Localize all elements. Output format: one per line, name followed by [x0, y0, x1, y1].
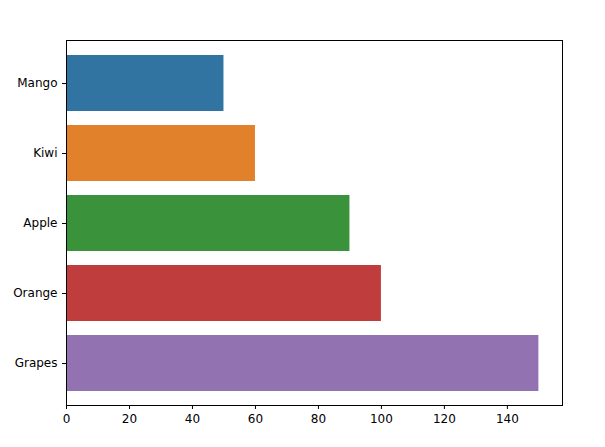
svg-text:20: 20 — [122, 412, 137, 426]
svg-text:Kiwi: Kiwi — [33, 146, 57, 160]
svg-text:Mango: Mango — [17, 76, 57, 90]
svg-text:0: 0 — [63, 412, 71, 426]
svg-text:120: 120 — [433, 412, 456, 426]
svg-text:Orange: Orange — [13, 286, 57, 300]
svg-text:Grapes: Grapes — [15, 356, 58, 370]
svg-text:Apple: Apple — [23, 216, 57, 230]
svg-text:140: 140 — [496, 412, 519, 426]
svg-text:100: 100 — [370, 412, 393, 426]
svg-text:60: 60 — [248, 412, 263, 426]
svg-text:40: 40 — [185, 412, 200, 426]
svg-text:80: 80 — [311, 412, 326, 426]
